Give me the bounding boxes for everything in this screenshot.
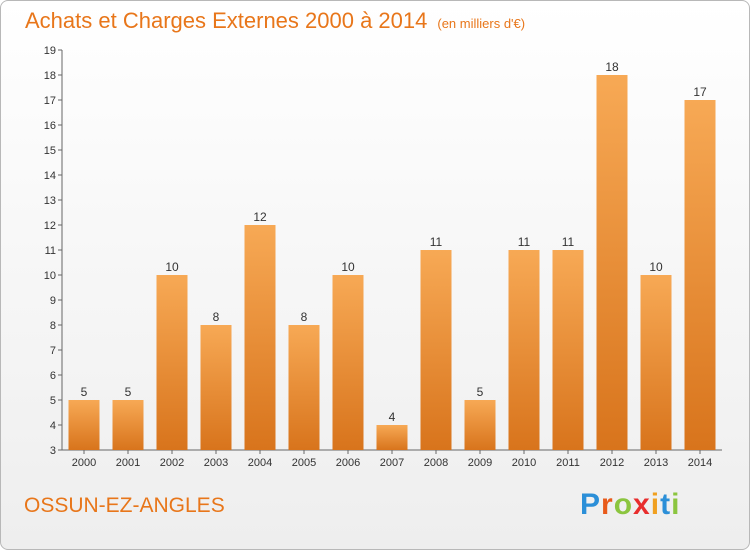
y-tick-label: 9 (50, 295, 56, 307)
y-tick-label: 4 (50, 420, 56, 432)
x-tick-label: 2000 (72, 457, 96, 469)
bar (684, 100, 716, 450)
logo-letter: i (650, 488, 661, 521)
y-tick-label: 14 (44, 170, 56, 182)
title-text: Achats et Charges Externes 2000 à 2014 (25, 8, 428, 33)
x-tick-label: 2007 (380, 457, 404, 469)
bar (68, 400, 100, 450)
y-tick-label: 19 (44, 45, 56, 57)
data-label: 8 (213, 310, 220, 324)
data-label: 12 (253, 210, 267, 224)
x-tick-label: 2006 (336, 457, 360, 469)
bar (156, 275, 188, 450)
bar (376, 425, 408, 450)
logo-letter: x (633, 488, 651, 521)
bar (508, 250, 540, 450)
proxiti-logo: Proxiti (580, 488, 680, 522)
data-label: 8 (301, 310, 308, 324)
logo-letter: i (671, 488, 681, 521)
y-tick-label: 13 (44, 195, 56, 207)
commune-name: OSSUN-EZ-ANGLES (24, 494, 225, 517)
bar (552, 250, 584, 450)
bar (288, 325, 320, 450)
x-tick-label: 2011 (556, 457, 580, 469)
bar (420, 250, 452, 450)
x-tick-label: 2013 (644, 457, 668, 469)
x-tick-label: 2001 (116, 457, 140, 469)
y-tick-label: 16 (44, 120, 56, 132)
chart-title: Achats et Charges Externes 2000 à 2014 (e… (25, 8, 525, 34)
data-label: 11 (562, 235, 575, 249)
data-label: 10 (341, 260, 355, 274)
data-label: 5 (477, 385, 484, 399)
logo-letter: P (580, 488, 602, 521)
y-tick-label: 18 (44, 70, 56, 82)
logo-letter: o (613, 488, 634, 521)
bar (640, 275, 672, 450)
bar (596, 75, 628, 450)
y-tick-label: 12 (44, 220, 56, 232)
y-tick-label: 6 (50, 370, 56, 382)
x-tick-label: 2010 (512, 457, 536, 469)
x-tick-label: 2002 (160, 457, 184, 469)
x-tick-label: 2003 (204, 457, 228, 469)
data-label: 5 (81, 385, 88, 399)
logo-letter: r (601, 488, 614, 521)
data-label: 10 (165, 260, 179, 274)
data-label: 18 (605, 60, 619, 74)
y-tick-label: 3 (50, 445, 56, 457)
data-label: 17 (693, 85, 707, 99)
y-tick-label: 5 (50, 395, 56, 407)
logo-letter: t (660, 488, 672, 521)
x-tick-label: 2014 (688, 457, 712, 469)
data-label: 11 (430, 235, 443, 249)
bar (112, 400, 144, 450)
data-label: 5 (125, 385, 132, 399)
x-tick-label: 2005 (292, 457, 316, 469)
data-label: 10 (649, 260, 663, 274)
chart-subtitle: (en milliers d'€) (437, 16, 526, 31)
x-tick-label: 2008 (424, 457, 448, 469)
y-tick-label: 17 (44, 95, 56, 107)
x-tick-label: 2009 (468, 457, 492, 469)
bar (200, 325, 232, 450)
bar (332, 275, 364, 450)
y-tick-label: 15 (44, 145, 56, 157)
x-tick-label: 2004 (248, 457, 272, 469)
bar (464, 400, 496, 450)
y-tick-label: 7 (50, 345, 56, 357)
data-label: 11 (518, 235, 531, 249)
y-tick-label: 11 (45, 245, 56, 257)
bar (244, 225, 276, 450)
y-tick-label: 10 (44, 270, 56, 282)
y-tick-label: 8 (50, 320, 56, 332)
data-label: 4 (389, 410, 396, 424)
x-tick-label: 2012 (600, 457, 624, 469)
